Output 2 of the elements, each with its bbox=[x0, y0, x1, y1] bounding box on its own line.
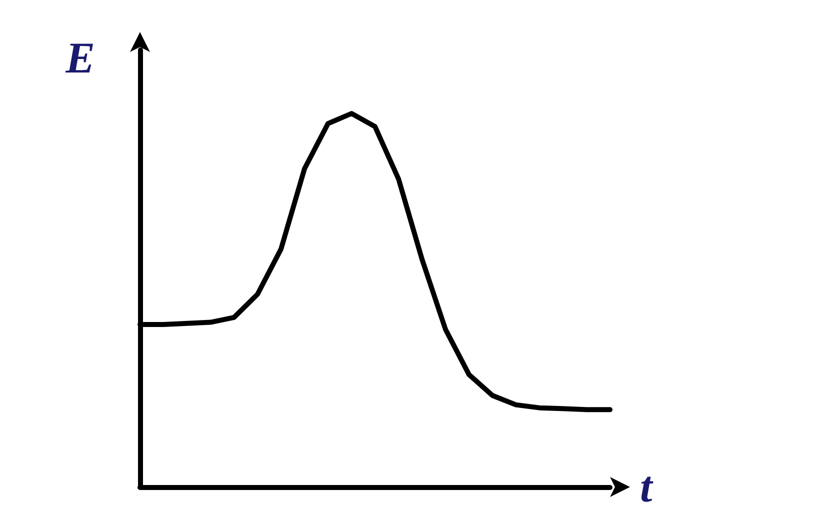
y-axis-title: E bbox=[64, 34, 95, 82]
x-axis-title: t bbox=[640, 462, 654, 512]
